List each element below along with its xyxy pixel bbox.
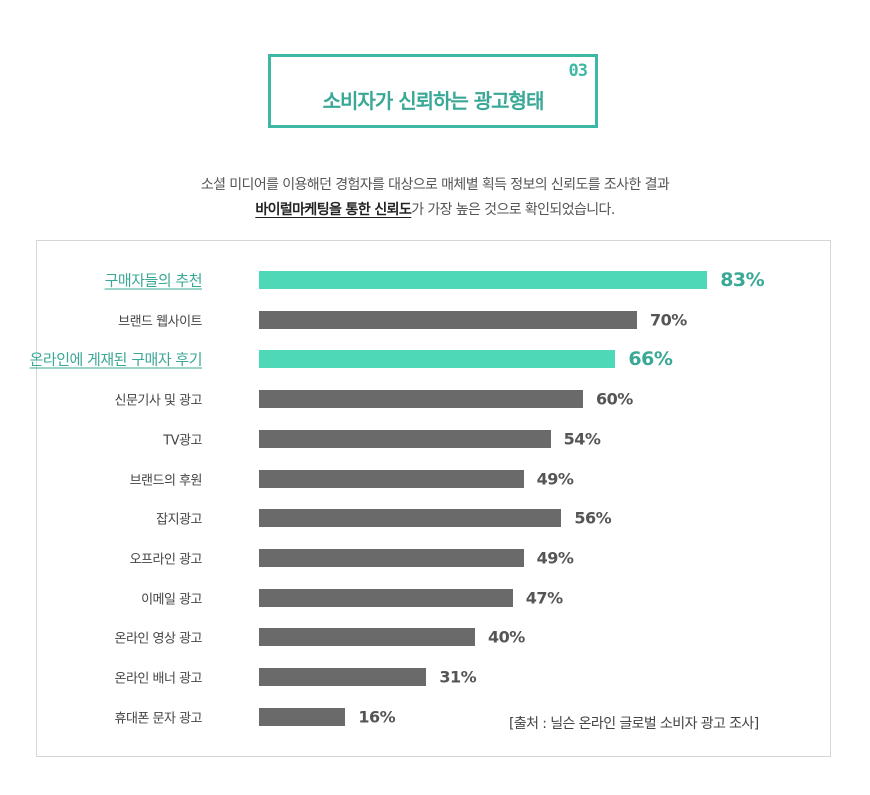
category-label: 구매자들의 추천 (104, 271, 203, 290)
description-line-2: 바이럴마케팅을 통한 신뢰도가 가장 높은 것으로 확인되었습니다. (0, 199, 870, 219)
category-label: 온라인 배너 광고 (114, 671, 203, 687)
bar (259, 271, 708, 289)
value-label: 49% (536, 469, 574, 488)
description-rest: 가 가장 높은 것으로 확인되었습니다. (411, 202, 615, 218)
bar (259, 429, 551, 448)
value-label: 54% (563, 429, 601, 449)
category-label: 브랜드의 후원 (129, 473, 203, 488)
bar (259, 628, 475, 647)
description-emphasis: 바이럴마케팅을 통한 신뢰도 (255, 202, 412, 218)
value-label: 31% (439, 667, 477, 687)
category-label: 신문기사 및 광고 (114, 393, 203, 409)
bar (259, 469, 524, 488)
category-label: 휴대폰 문자 광고 (114, 711, 203, 727)
value-label: 70% (650, 310, 687, 330)
bar (259, 509, 562, 528)
section-title: 소비자가 신뢰하는 광고형태 (322, 89, 545, 113)
category-label: TV광고 (163, 433, 202, 449)
category-label: 잡지광고 (156, 512, 202, 528)
section-title-box: 03 소비자가 신뢰하는 광고형태 (268, 54, 598, 128)
bar (259, 588, 513, 607)
bar (259, 548, 524, 567)
value-label: 66% (628, 348, 673, 371)
chart-source: [출처 : 닐슨 온라인 글로벌 소비자 광고 조사] (509, 716, 759, 732)
bar (259, 668, 427, 686)
value-label: 40% (488, 627, 525, 647)
category-label: 오프라인 광고 (129, 552, 203, 568)
value-label: 60% (596, 389, 633, 409)
value-label: 16% (358, 707, 396, 727)
category-label: 브랜드 웹사이트 (118, 314, 202, 330)
bar (259, 350, 616, 369)
bar (259, 707, 346, 726)
value-label: 47% (525, 588, 563, 608)
value-label: 49% (536, 548, 574, 568)
bar-chart: 구매자들의 추천 83% 브랜드 웹사이트 70% 온라인에 게재된 구매자 후기 66%… (30, 240, 831, 757)
bar (259, 310, 637, 329)
category-label: 이메일 광고 (141, 592, 202, 608)
value-label: 56% (574, 508, 612, 528)
value-label: 83% (720, 269, 765, 291)
category-label: 온라인에 게재된 구매자 후기 (29, 350, 203, 369)
category-label: 온라인 영상 광고 (114, 631, 203, 647)
section-number: 03 (568, 61, 589, 81)
description-line-1: 소셜 미디어를 이용해던 경험자를 대상으로 매체별 획득 정보의 신뢰도를 조… (200, 177, 670, 193)
bar (259, 390, 583, 409)
